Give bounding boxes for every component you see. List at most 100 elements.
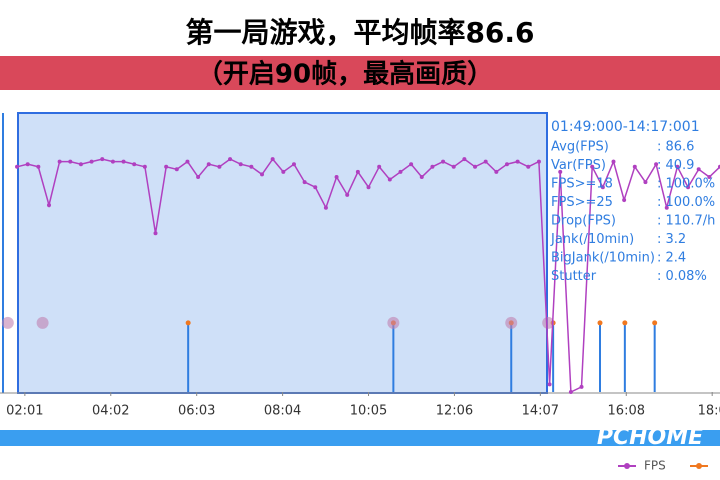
fps-point <box>526 164 531 169</box>
fps-point <box>36 164 41 169</box>
fps-point <box>675 164 680 169</box>
fps-point <box>686 185 691 190</box>
x-tick-label: 16:08 <box>608 404 645 419</box>
fps-point <box>664 205 669 210</box>
x-tick-label: 10:05 <box>350 404 387 419</box>
fps-point <box>483 159 488 164</box>
selection-label: 01:49:000-14:17:001 <box>551 119 700 135</box>
fps-point <box>334 174 339 179</box>
fps-point <box>68 159 73 164</box>
stat-label: Stutter <box>551 269 597 284</box>
fps-point <box>260 172 265 177</box>
jank-point <box>652 320 658 326</box>
fps-point <box>355 169 360 174</box>
legend-dot <box>624 463 630 469</box>
fps-point <box>110 159 115 164</box>
fps-point <box>302 180 307 185</box>
fps-point <box>121 159 126 164</box>
fps-point <box>238 162 243 167</box>
fps-point <box>281 169 286 174</box>
x-tick-label: 12:06 <box>436 404 473 419</box>
fps-point <box>579 384 584 389</box>
stat-value: : 86.6 <box>657 140 694 155</box>
fps-point <box>590 164 595 169</box>
fps-point <box>707 174 712 179</box>
fps-point <box>536 159 541 164</box>
x-tick-label: 02:01 <box>6 404 43 419</box>
fps-point <box>409 162 414 167</box>
fps-point <box>164 164 169 169</box>
fps-point <box>345 192 350 197</box>
stat-label: FPS>=18 <box>551 177 613 192</box>
chart-title: 第一局游戏，平均帧率86.6 <box>185 16 534 49</box>
stat-value: : 3.2 <box>657 232 686 247</box>
fps-point <box>196 174 201 179</box>
fps-point <box>15 164 20 169</box>
fps-point <box>430 164 435 169</box>
stat-value: : 100.0% <box>657 195 715 210</box>
fps-point <box>611 159 616 164</box>
jank-point <box>622 320 628 326</box>
fps-point <box>132 162 137 167</box>
fps-point <box>515 159 520 164</box>
big-jank-marker <box>387 316 400 329</box>
fps-point <box>451 164 456 169</box>
legend-label: FPS <box>644 459 666 473</box>
fps-point <box>323 205 328 210</box>
fps-point <box>291 162 296 167</box>
big-jank-marker <box>36 316 49 329</box>
fps-point <box>654 162 659 167</box>
fps-point <box>547 382 552 387</box>
stat-value: : 2.4 <box>657 251 686 266</box>
fps-point <box>142 164 147 169</box>
fps-point <box>398 169 403 174</box>
fps-point <box>249 164 254 169</box>
x-tick-label: 04:02 <box>92 404 129 419</box>
fps-point <box>419 174 424 179</box>
stat-label: Drop(FPS) <box>551 214 616 229</box>
fps-point <box>696 167 701 172</box>
stat-value: : 0.08% <box>657 269 707 284</box>
fps-point <box>206 162 211 167</box>
jank-point <box>185 320 191 326</box>
fps-point <box>622 198 627 203</box>
fps-point <box>153 231 158 236</box>
fps-point <box>494 169 499 174</box>
stat-value: : 100.0% <box>657 177 715 192</box>
fps-point <box>46 203 51 208</box>
fps-point <box>313 185 318 190</box>
fps-point <box>57 159 62 164</box>
fps-point <box>89 159 94 164</box>
fps-point <box>377 164 382 169</box>
legend-dot <box>696 463 702 469</box>
fps-point <box>632 164 637 169</box>
big-jank-marker <box>1 316 14 329</box>
chart-subtitle: （开启90帧，最高画质） <box>197 59 493 90</box>
fps-point <box>100 157 105 162</box>
fps-point <box>643 180 648 185</box>
x-tick-label: 06:03 <box>178 404 215 419</box>
big-jank-marker <box>542 316 555 329</box>
stat-value: : 110.7/h <box>657 214 715 229</box>
fps-point <box>366 185 371 190</box>
fps-point <box>185 159 190 164</box>
subtitle-band <box>0 56 720 90</box>
watermark: PCHOME <box>597 425 703 450</box>
stat-label: Var(FPS) <box>551 158 606 173</box>
stat-label: Avg(FPS) <box>551 140 609 155</box>
x-tick-label: 14:07 <box>522 404 559 419</box>
stat-value: : 40.9 <box>657 158 694 173</box>
footer-band <box>0 430 720 446</box>
fps-point <box>387 177 392 182</box>
big-jank-marker <box>505 316 518 329</box>
stat-label: FPS>=25 <box>551 195 613 210</box>
stat-label: Jank(/10min) <box>550 232 634 247</box>
stat-label: BigJank(/10min) <box>551 251 655 266</box>
fps-point <box>504 162 509 167</box>
fps-point <box>600 185 605 190</box>
fps-point <box>558 169 563 174</box>
selection-box <box>17 112 548 394</box>
x-tick-label: 08:04 <box>264 404 301 419</box>
